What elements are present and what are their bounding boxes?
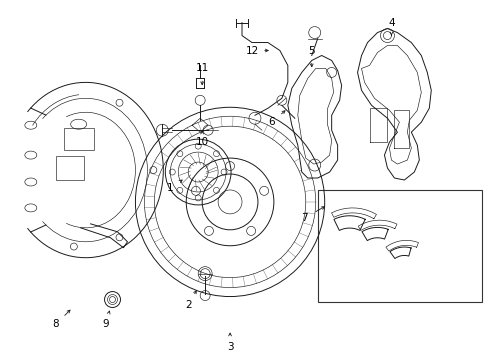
Text: 11: 11 — [195, 63, 208, 73]
Text: 8: 8 — [52, 319, 59, 329]
Polygon shape — [333, 216, 365, 230]
Bar — [56, 156, 83, 180]
Polygon shape — [385, 240, 418, 251]
Text: 7: 7 — [301, 213, 307, 223]
Text: 1: 1 — [166, 183, 173, 193]
Text: 6: 6 — [268, 117, 275, 127]
Polygon shape — [357, 28, 430, 180]
Bar — [317, 190, 481, 302]
Text: 3: 3 — [226, 342, 233, 352]
Text: 10: 10 — [195, 137, 208, 147]
Polygon shape — [287, 55, 341, 178]
Text: 12: 12 — [245, 45, 258, 55]
Text: 5: 5 — [308, 45, 314, 55]
Polygon shape — [331, 208, 376, 219]
Text: 9: 9 — [102, 319, 109, 329]
Bar — [63, 128, 93, 150]
Text: 4: 4 — [387, 18, 394, 28]
Polygon shape — [389, 247, 410, 258]
Text: 2: 2 — [184, 300, 191, 310]
Polygon shape — [361, 228, 387, 240]
Polygon shape — [358, 220, 396, 230]
